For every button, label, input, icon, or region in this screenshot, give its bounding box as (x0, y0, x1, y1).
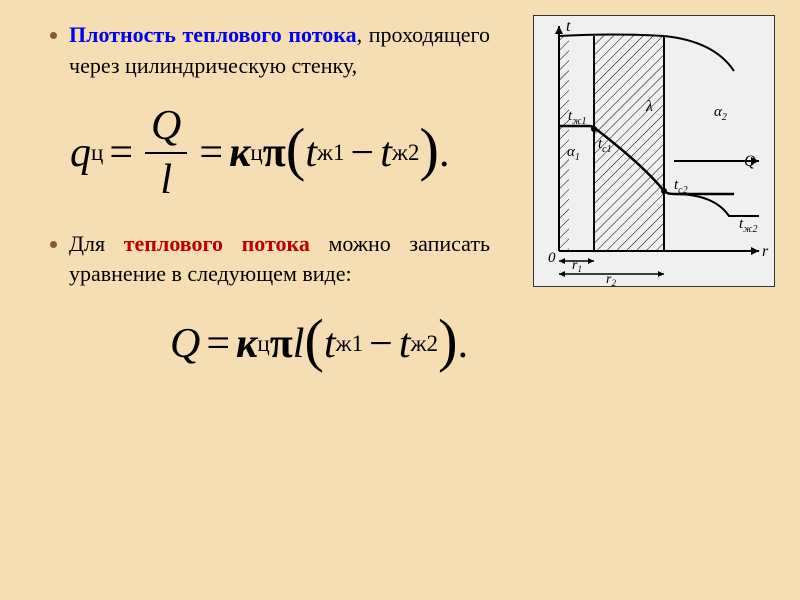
bullet1-text: Плотность теплового потока, проходящего … (69, 20, 490, 82)
svg-text:Q: Q (744, 153, 756, 170)
eq1-frac-num: Q (145, 102, 187, 152)
origin-label: 0 (548, 250, 556, 266)
term-heat-flux-density: Плотность теплового потока (69, 22, 357, 47)
eq1-t2-sub: ж2 (392, 139, 420, 166)
eq2-rparen: ) (438, 307, 458, 374)
eq2-l: l (293, 320, 305, 368)
eq1-equals2: = (199, 129, 223, 177)
eq2-minus: − (369, 320, 393, 368)
eq1-t1-sub: ж1 (317, 139, 345, 166)
eq1-kappa: к (229, 129, 250, 177)
eq1-q: q (70, 129, 91, 177)
eq1-dot: . (439, 129, 450, 177)
eq2-t1-sub: ж1 (336, 330, 364, 357)
equation-2: Q = кцπl(tж1 − tж2). (170, 310, 770, 377)
svg-text:α2: α2 (714, 104, 727, 123)
eq2-lparen: ( (304, 307, 324, 374)
bullet-icon (50, 241, 57, 248)
eq1-t2: t (380, 129, 392, 177)
eq2-pi: π (270, 320, 293, 368)
eq2-Q: Q (170, 320, 200, 368)
axis-t-label: t (566, 18, 571, 35)
bullet-icon (50, 32, 57, 39)
svg-text:tж1: tж1 (568, 108, 586, 127)
axis-r-label: r (762, 243, 769, 260)
cylindrical-wall-diagram: t r 0 tж1 α1 tc1 λ α2 Q tc2 tж2 r1 r2 (533, 15, 775, 287)
bullet2-pre: Для (69, 231, 124, 256)
svg-text:λ: λ (645, 98, 653, 115)
eq1-fraction: Q l (145, 102, 187, 204)
bullet2-text: Для теплового потока можно записать урав… (69, 229, 490, 291)
eq1-rparen: ) (419, 116, 439, 183)
eq2-dot: . (458, 320, 469, 368)
term-heat-flux: теплового потока (124, 231, 310, 256)
eq1-frac-den: l (154, 154, 178, 204)
eq1-q-sub: ц (91, 139, 103, 166)
svg-text:tж2: tж2 (739, 216, 757, 235)
eq1-pi: π (263, 129, 286, 177)
eq1-equals1: = (109, 129, 133, 177)
eq1-t1: t (305, 129, 317, 177)
eq1-lparen: ( (286, 116, 306, 183)
eq2-kappa-sub: ц (257, 330, 269, 357)
eq1-minus: − (351, 129, 375, 177)
eq2-kappa: к (236, 320, 257, 368)
eq1-kappa-sub: ц (250, 139, 262, 166)
eq2-t2-sub: ж2 (411, 330, 439, 357)
eq2-t1: t (324, 320, 336, 368)
eq2-t2: t (399, 320, 411, 368)
eq2-equals: = (206, 320, 230, 368)
